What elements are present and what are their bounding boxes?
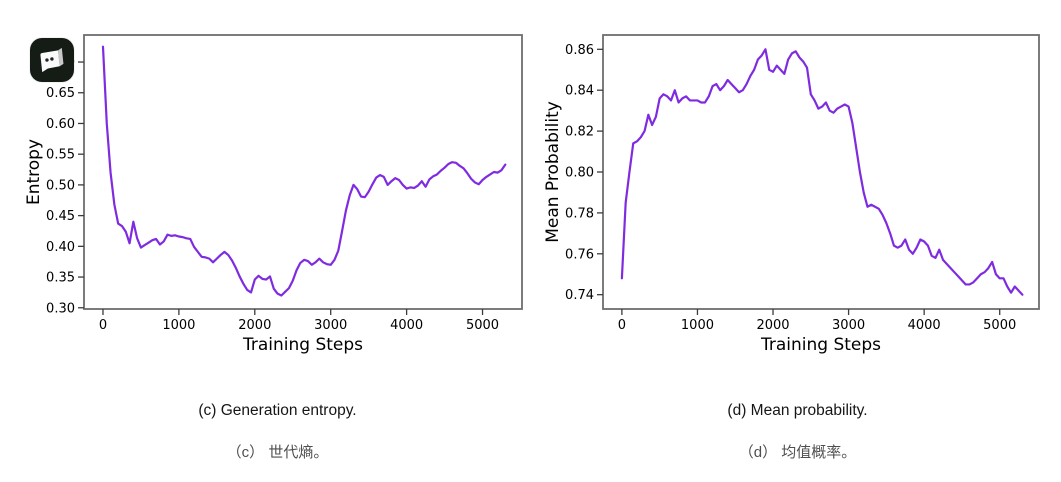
plot-border: [83, 34, 523, 310]
y-axis-label: Mean Probability: [543, 101, 563, 243]
entropy-chart: 0 1000 2000 3000 4000 5000 0.30 0.35 0.40 0.45 0.5…: [24, 34, 523, 355]
generation-entropy-line: [101, 45, 507, 297]
y-tick-label: 0.40: [46, 240, 75, 255]
x-tick-label: 1000: [681, 318, 714, 333]
chat-app-icon[interactable]: [30, 38, 74, 82]
x-axis-label: Training Steps: [760, 335, 881, 355]
y-tick-label: 0.60: [46, 117, 75, 132]
y-tick-label: 0.35: [46, 271, 75, 286]
y-axis-label: Entropy: [24, 139, 44, 205]
y-tick-label: 0.45: [46, 209, 75, 224]
entropy-figure: 0 1000 2000 3000 4000 5000 0.30 0.35 0.40 0.45 0.5…: [20, 10, 545, 370]
caption-c-english: (c) Generation entropy.: [198, 402, 357, 419]
x-tick-label: 2000: [756, 318, 789, 333]
x-tick-label: 0: [618, 318, 626, 333]
y-tick-label: 0.78: [565, 206, 594, 221]
y-tick-label: 0.50: [46, 178, 75, 193]
x-tick-label: 2000: [238, 318, 271, 333]
plot-border: [602, 34, 1040, 310]
x-tick-label: 3000: [314, 318, 347, 333]
y-tick-label: 0.74: [565, 288, 594, 303]
caption-d-english: (d) Mean probability.: [727, 402, 868, 419]
y-tick-label: 0.84: [565, 84, 594, 99]
x-tick-label: 0: [99, 318, 107, 333]
x-tick-label: 4000: [390, 318, 423, 333]
x-axis-label: Training Steps: [242, 335, 363, 355]
y-tick-label: 0.65: [46, 86, 75, 101]
x-tick-label: 4000: [908, 318, 941, 333]
y-tick-label: 0.82: [565, 125, 594, 140]
y-tick-label: 0.76: [565, 247, 594, 262]
mean-probability-chart: 0 1000 2000 3000 4000 5000 0.74 0.76 0.78 0.80 0.8…: [543, 34, 1040, 355]
y-tick-label: 0.80: [565, 166, 594, 181]
x-tick-label: 5000: [466, 318, 499, 333]
y-tick-label: 0.55: [46, 148, 75, 163]
speech-bubble-icon: [40, 47, 64, 73]
x-tick-label: 3000: [832, 318, 865, 333]
x-tick-label: 1000: [162, 318, 195, 333]
x-tick-label: 5000: [983, 318, 1016, 333]
y-tick-label: 0.30: [46, 301, 75, 316]
caption-c-chinese: （c） 世代熵。: [226, 444, 329, 461]
mean-probability-figure: 0 1000 2000 3000 4000 5000 0.74 0.76 0.78 0.80 0.8…: [540, 10, 1061, 370]
y-tick-label: 0.86: [565, 43, 594, 58]
caption-d-chinese: （d） 均值概率。: [738, 444, 857, 461]
mean-probability-line: [620, 48, 1024, 296]
